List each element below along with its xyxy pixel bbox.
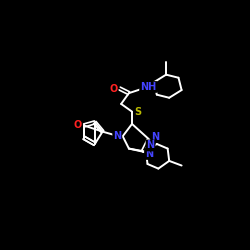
Text: N: N [151, 132, 159, 142]
Text: NH: NH [140, 82, 156, 92]
Text: N: N [146, 140, 155, 150]
Text: N: N [145, 149, 153, 159]
Text: O: O [74, 120, 82, 130]
Text: N: N [113, 131, 121, 141]
Text: S: S [135, 106, 142, 117]
Text: O: O [109, 84, 118, 94]
